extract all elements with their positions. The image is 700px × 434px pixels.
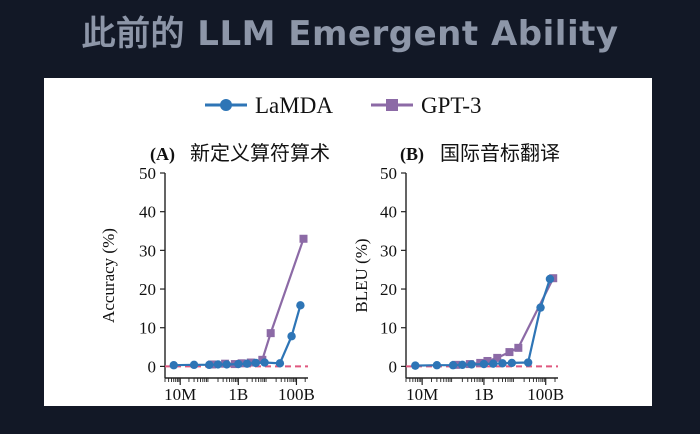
y-tick-label: 40 bbox=[139, 203, 156, 222]
point-lamda bbox=[523, 358, 533, 367]
legend-lamda-label: LaMDA bbox=[255, 93, 333, 118]
chart-title: 新定义算符算术 bbox=[190, 141, 330, 165]
series-line-gpt3 bbox=[212, 238, 305, 366]
series-line-lamda bbox=[173, 304, 302, 367]
point-lamda bbox=[260, 358, 269, 367]
point-gpt3 bbox=[266, 329, 275, 338]
y-tick-label: 30 bbox=[380, 241, 397, 260]
y-tick-label: 0 bbox=[148, 357, 157, 376]
legend-item-gpt3: GPT-3 bbox=[371, 93, 482, 118]
point-lamda bbox=[507, 358, 517, 368]
x-tick-label: 1B bbox=[474, 385, 494, 404]
point-lamda bbox=[275, 359, 285, 368]
y-tick-label: 50 bbox=[380, 164, 397, 183]
point-lamda bbox=[222, 360, 231, 369]
point-lamda bbox=[213, 360, 223, 369]
y-tick-label: 50 bbox=[139, 164, 156, 183]
y-tick-label: 0 bbox=[389, 357, 398, 376]
point-lamda bbox=[448, 361, 458, 370]
slide-title: 此前的 LLM Emergent Ability bbox=[81, 14, 619, 54]
point-gpt3 bbox=[514, 343, 523, 352]
chart-b: (B) 国际音标翻译 BLEU (%) 0 10 20 30 40 50 10M 1B 100B bbox=[352, 141, 564, 404]
x-tick-label: 100B bbox=[527, 385, 564, 404]
point-lamda bbox=[189, 360, 199, 370]
legend: LaMDA GPT-3 bbox=[205, 93, 482, 118]
point-lamda bbox=[242, 359, 252, 368]
legend-lamda-marker bbox=[220, 99, 232, 111]
y-tick-label: 20 bbox=[139, 280, 156, 299]
series-line-lamda bbox=[415, 278, 551, 367]
y-tick-label: 40 bbox=[380, 203, 397, 222]
point-lamda bbox=[296, 301, 305, 310]
point-lamda bbox=[251, 358, 261, 368]
legend-item-lamda: LaMDA bbox=[205, 93, 333, 118]
point-lamda bbox=[467, 360, 476, 369]
legend-gpt3-marker bbox=[386, 99, 398, 111]
point-gpt3 bbox=[505, 348, 514, 357]
point-lamda bbox=[489, 359, 498, 368]
point-lamda bbox=[479, 359, 489, 369]
x-tick-label: 1B bbox=[228, 385, 248, 404]
figure-panel: LaMDA GPT-3 (A) 新定义算符算术 Accuracy (%) 0 10 20 3… bbox=[44, 78, 652, 406]
point-gpt3 bbox=[299, 234, 308, 243]
point-lamda bbox=[169, 361, 178, 370]
point-gpt3 bbox=[483, 356, 492, 365]
x-tick-label: 100B bbox=[278, 385, 315, 404]
y-axis-label: BLEU (%) bbox=[352, 238, 371, 312]
chart-panel-label: (A) bbox=[150, 144, 175, 165]
point-lamda bbox=[536, 303, 545, 312]
chart-title: 国际音标翻译 bbox=[440, 141, 560, 165]
point-lamda bbox=[545, 274, 555, 284]
x-tick-label: 10M bbox=[406, 385, 438, 404]
chart-panel-label: (B) bbox=[400, 144, 424, 165]
y-tick-label: 10 bbox=[139, 319, 156, 338]
point-lamda bbox=[498, 359, 507, 368]
point-lamda bbox=[205, 360, 214, 370]
point-lamda bbox=[234, 359, 243, 369]
point-lamda bbox=[458, 360, 467, 370]
y-axis-label: Accuracy (%) bbox=[99, 228, 118, 323]
y-tick-label: 30 bbox=[139, 241, 156, 260]
chart-a: (A) 新定义算符算术 Accuracy (%) 0 10 20 30 40 50 10M 1B 10… bbox=[99, 141, 330, 404]
point-gpt3 bbox=[493, 353, 502, 362]
series-line-gpt3 bbox=[455, 277, 555, 366]
point-lamda bbox=[432, 361, 442, 370]
x-tick-label: 10M bbox=[164, 385, 196, 404]
point-lamda bbox=[287, 332, 296, 341]
point-lamda bbox=[411, 361, 420, 370]
figure-svg: LaMDA GPT-3 (A) 新定义算符算术 Accuracy (%) 0 10 20 3… bbox=[99, 93, 564, 404]
y-tick-label: 20 bbox=[380, 280, 397, 299]
legend-gpt3-label: GPT-3 bbox=[421, 93, 482, 118]
y-tick-label: 10 bbox=[380, 319, 397, 338]
